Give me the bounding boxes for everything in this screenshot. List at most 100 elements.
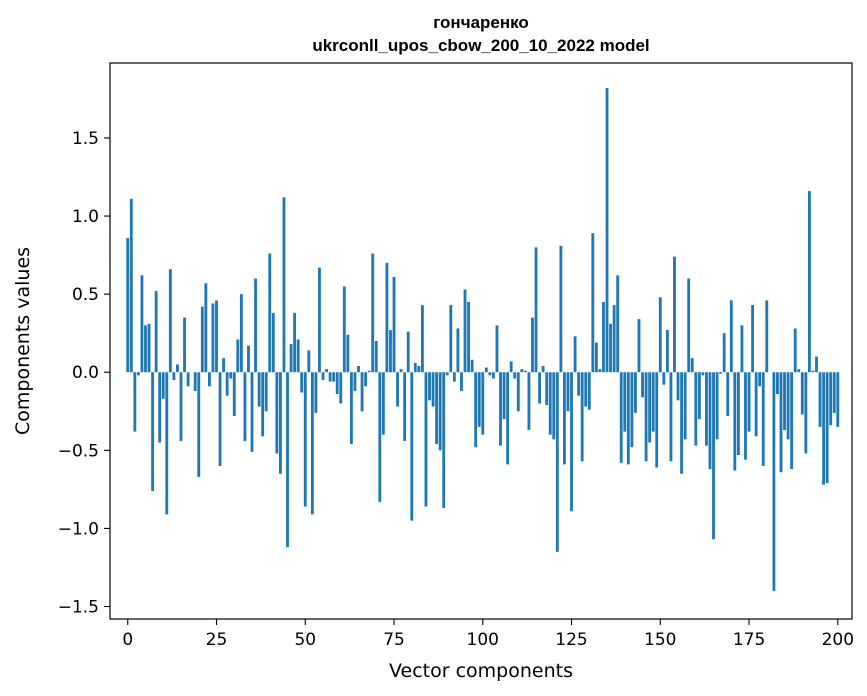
- bar: [712, 372, 715, 540]
- bar: [413, 362, 417, 373]
- bar: [229, 372, 233, 379]
- bar: [733, 372, 737, 471]
- bar: [211, 303, 215, 373]
- bar: [673, 256, 676, 373]
- bar: [804, 372, 808, 454]
- bar: [282, 197, 286, 373]
- bar: [325, 369, 328, 373]
- bar: [797, 369, 801, 373]
- bar: [335, 372, 339, 395]
- y-tick-label: 1.0: [72, 207, 99, 227]
- bar: [204, 283, 208, 373]
- bar: [523, 370, 527, 373]
- bar: [360, 372, 364, 412]
- bar: [758, 372, 762, 387]
- plot-frame: [109, 62, 853, 620]
- y-axis-ticks: −1.5 −1.0 −0.5 0.0 0.5 1.0 1.5: [58, 129, 110, 618]
- bar: [236, 339, 240, 373]
- bar: [268, 253, 272, 373]
- bar: [144, 325, 147, 373]
- bar: [261, 372, 265, 437]
- bar: [371, 253, 375, 373]
- bar: [271, 312, 275, 373]
- bar: [538, 372, 541, 404]
- bar: [694, 372, 698, 446]
- bar: [140, 275, 144, 373]
- bar: [289, 344, 293, 373]
- bar: [747, 372, 751, 432]
- bar: [346, 334, 350, 373]
- bar: [424, 372, 428, 507]
- bar: [626, 372, 630, 465]
- bar: [396, 372, 399, 407]
- bar: [822, 372, 826, 485]
- bar: [321, 372, 325, 381]
- bar: [516, 372, 520, 412]
- bar: [499, 372, 502, 446]
- bar: [428, 372, 431, 401]
- bar: [460, 372, 463, 391]
- y-tick-label: 1.5: [72, 129, 99, 149]
- bar: [563, 372, 566, 465]
- bar: [520, 369, 524, 373]
- bar: [399, 369, 403, 373]
- bar: [442, 372, 446, 509]
- bar: [541, 365, 545, 373]
- bar: [133, 372, 137, 432]
- bar: [286, 372, 289, 548]
- bar: [374, 341, 378, 373]
- bar: [250, 372, 254, 452]
- bar: [417, 365, 421, 373]
- bar: [619, 372, 623, 463]
- bar: [300, 372, 304, 393]
- y-axis-label: Components values: [12, 247, 34, 435]
- x-tick-label: 75: [383, 630, 405, 650]
- bar: [708, 372, 712, 470]
- bar: [172, 372, 176, 381]
- bar: [790, 372, 794, 470]
- bar: [186, 372, 190, 387]
- bar: [729, 300, 733, 373]
- bar: [247, 345, 250, 373]
- bar: [641, 372, 644, 398]
- bar: [665, 330, 669, 373]
- bar: [165, 372, 169, 515]
- y-tick-label: 0.0: [72, 363, 99, 383]
- bar: [800, 372, 804, 415]
- bar: [605, 87, 609, 373]
- bar: [151, 372, 155, 491]
- bar: [825, 372, 829, 484]
- bar: [378, 372, 382, 502]
- bar: [552, 372, 556, 440]
- bar: [740, 325, 744, 373]
- bar: [168, 269, 172, 373]
- bar: [310, 372, 314, 515]
- bar: [222, 358, 226, 373]
- bar: [456, 328, 460, 373]
- bar: [591, 233, 595, 373]
- bar: [385, 262, 389, 373]
- bar: [722, 333, 726, 373]
- bar: [534, 247, 538, 373]
- bar: [634, 372, 637, 413]
- bar: [779, 372, 783, 473]
- chart-title: гончаренко: [433, 13, 529, 32]
- bar: [676, 372, 680, 401]
- bar: [470, 359, 474, 373]
- bar: [278, 372, 282, 474]
- x-tick-label: 125: [555, 630, 587, 650]
- bar: [609, 323, 612, 373]
- bar: [147, 323, 151, 373]
- bar: [793, 328, 797, 373]
- bar: [651, 372, 655, 432]
- bar: [438, 372, 442, 451]
- bar: [449, 305, 453, 373]
- bar: [463, 289, 467, 373]
- bar: [364, 372, 368, 387]
- bar: [719, 372, 723, 374]
- bar: [829, 372, 833, 426]
- bar: [776, 372, 779, 395]
- bar: [566, 372, 570, 412]
- bar: [357, 365, 360, 373]
